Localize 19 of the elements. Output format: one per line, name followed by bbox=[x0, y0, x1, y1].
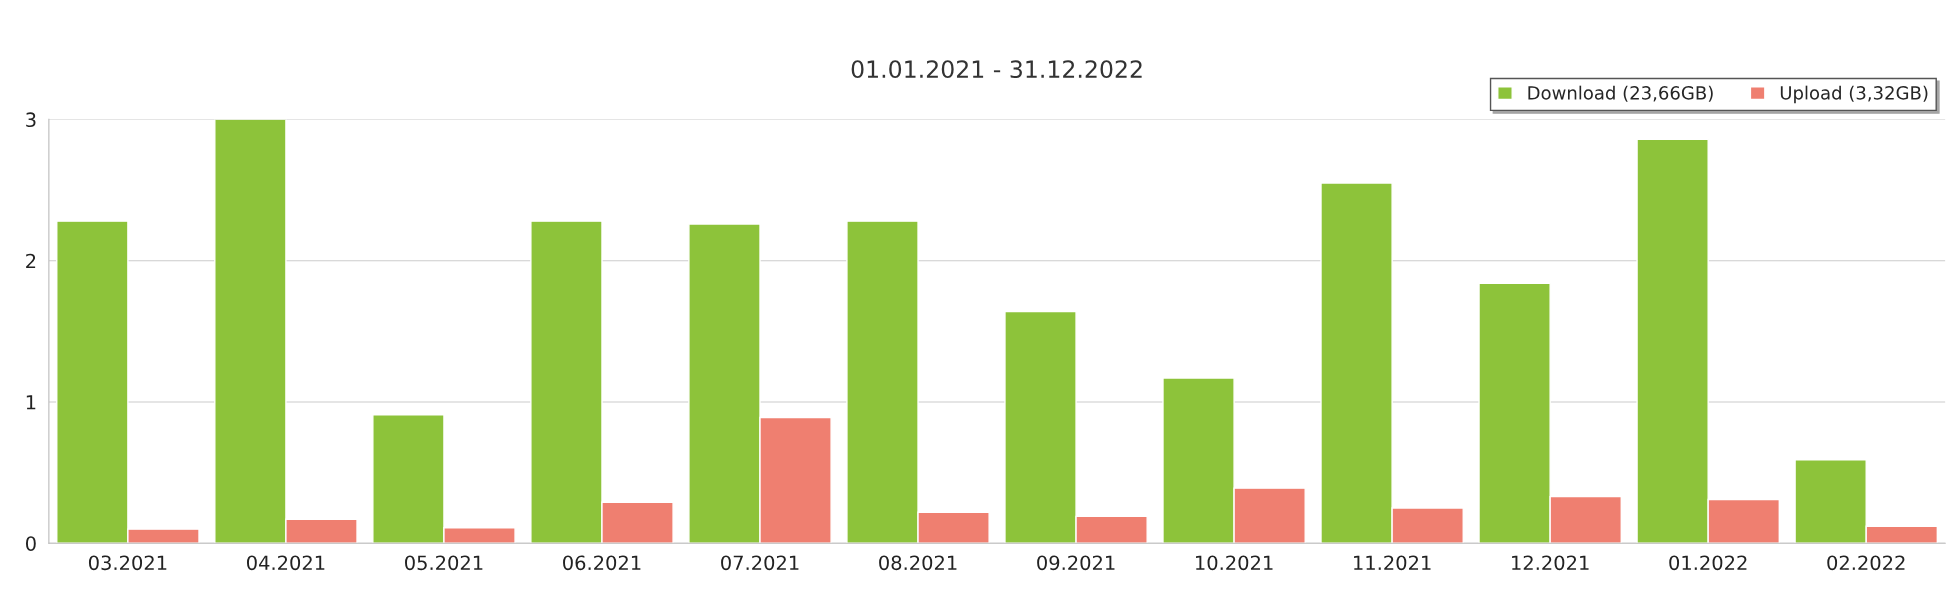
y-tick-label: 0 bbox=[25, 536, 36, 551]
y-tick-label: 2 bbox=[26, 253, 36, 269]
x-tick-label: 01.2022 bbox=[1669, 555, 1747, 571]
legend-label: Upload (3,32GB) bbox=[1780, 85, 1928, 104]
x-tick-label: 10.2021 bbox=[1196, 555, 1273, 571]
x-tick-label: 05.2021 bbox=[405, 555, 483, 571]
x-tick-label: 07.2021 bbox=[721, 555, 799, 571]
x-tick-label: 06.2021 bbox=[563, 555, 641, 571]
x-tick-label: 12.2021 bbox=[1512, 555, 1589, 571]
x-tick-label: 02.2022 bbox=[1827, 555, 1905, 571]
chart-title: 01.01.2021 - 31.12.2022 bbox=[851, 60, 1142, 79]
legend-label: Download (23,66GB) bbox=[1528, 85, 1713, 102]
x-tick-label: 11.2021 bbox=[1354, 555, 1431, 571]
x-tick-label: 08.2021 bbox=[879, 555, 957, 571]
y-tick-label: 3 bbox=[26, 112, 36, 128]
y-tick-label: 1 bbox=[26, 395, 36, 410]
x-tick-label: 09.2021 bbox=[1037, 555, 1115, 571]
x-tick-label: 03.2021 bbox=[88, 555, 167, 571]
x-tick-label: 04.2021 bbox=[247, 555, 325, 571]
